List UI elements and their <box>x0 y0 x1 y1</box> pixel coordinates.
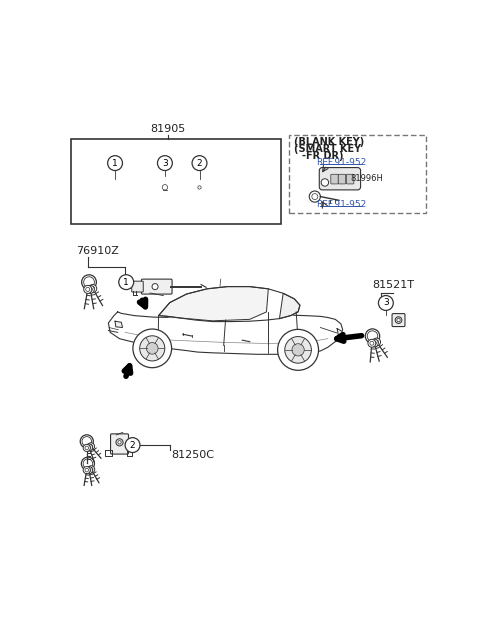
FancyBboxPatch shape <box>89 182 100 194</box>
Circle shape <box>368 339 376 348</box>
Circle shape <box>277 329 319 370</box>
Circle shape <box>119 275 133 289</box>
Circle shape <box>133 329 172 367</box>
Text: 81521T: 81521T <box>372 281 414 291</box>
Text: -FR DR): -FR DR) <box>302 151 343 161</box>
Circle shape <box>321 179 329 186</box>
Circle shape <box>159 181 171 193</box>
FancyBboxPatch shape <box>142 279 172 294</box>
Circle shape <box>118 441 121 444</box>
Circle shape <box>88 466 95 473</box>
Circle shape <box>125 438 140 452</box>
Polygon shape <box>279 293 300 319</box>
Circle shape <box>116 439 123 446</box>
FancyBboxPatch shape <box>392 314 405 326</box>
Circle shape <box>155 177 175 198</box>
Circle shape <box>84 286 92 293</box>
Circle shape <box>378 296 393 311</box>
Circle shape <box>83 444 90 451</box>
FancyBboxPatch shape <box>110 434 129 454</box>
Circle shape <box>146 342 158 354</box>
Text: (SMART KEY: (SMART KEY <box>294 144 361 154</box>
Circle shape <box>152 284 158 289</box>
FancyBboxPatch shape <box>191 179 209 199</box>
FancyBboxPatch shape <box>338 174 346 184</box>
Circle shape <box>89 284 96 292</box>
Circle shape <box>109 185 115 191</box>
Polygon shape <box>337 329 343 338</box>
FancyBboxPatch shape <box>132 281 143 292</box>
Circle shape <box>108 156 122 171</box>
Circle shape <box>371 339 378 347</box>
Polygon shape <box>158 287 268 321</box>
Circle shape <box>247 189 254 196</box>
Text: 81905: 81905 <box>150 124 185 134</box>
Circle shape <box>285 336 312 363</box>
Circle shape <box>140 336 165 361</box>
Circle shape <box>192 156 207 171</box>
Polygon shape <box>108 312 343 354</box>
Text: 2: 2 <box>130 441 135 449</box>
Circle shape <box>397 318 400 322</box>
Circle shape <box>87 442 95 450</box>
Circle shape <box>83 466 90 474</box>
Text: REF.91-952: REF.91-952 <box>316 158 366 167</box>
Circle shape <box>292 344 304 356</box>
Circle shape <box>309 191 321 202</box>
Circle shape <box>395 317 402 323</box>
Text: 76910Z: 76910Z <box>76 246 119 256</box>
Circle shape <box>196 184 203 191</box>
Circle shape <box>85 444 93 451</box>
Circle shape <box>198 186 201 189</box>
Circle shape <box>162 184 168 190</box>
Circle shape <box>86 286 94 293</box>
Text: 81996H: 81996H <box>350 174 383 183</box>
FancyBboxPatch shape <box>347 174 354 184</box>
Polygon shape <box>158 287 300 322</box>
FancyBboxPatch shape <box>98 181 129 196</box>
Text: 81250C: 81250C <box>172 450 215 460</box>
Text: 1: 1 <box>112 159 118 168</box>
Text: (BLANK KEY): (BLANK KEY) <box>294 136 364 146</box>
FancyBboxPatch shape <box>331 174 338 184</box>
Text: 3: 3 <box>383 299 389 308</box>
FancyBboxPatch shape <box>71 139 281 224</box>
Text: 1: 1 <box>123 278 129 287</box>
FancyBboxPatch shape <box>289 135 426 213</box>
Text: REF.91-952: REF.91-952 <box>316 199 366 209</box>
Circle shape <box>242 191 250 198</box>
Circle shape <box>157 156 172 171</box>
Circle shape <box>245 190 252 198</box>
Polygon shape <box>115 321 122 328</box>
Text: 2: 2 <box>197 159 202 168</box>
Circle shape <box>85 466 93 474</box>
Circle shape <box>372 338 381 346</box>
Text: 3: 3 <box>162 159 168 168</box>
FancyBboxPatch shape <box>319 168 360 190</box>
